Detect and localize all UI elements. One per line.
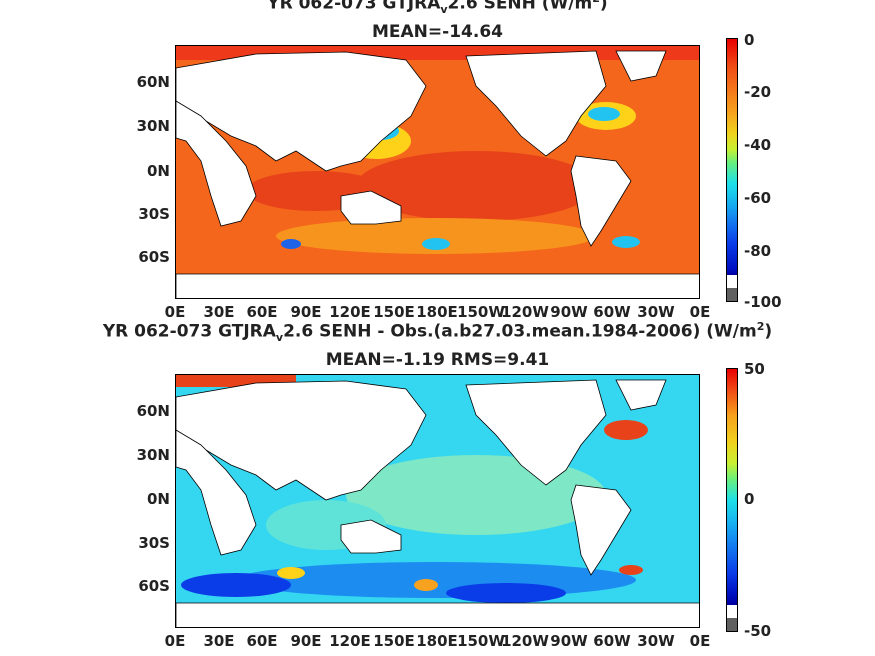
bottom-x-tick: 120E <box>329 632 371 650</box>
australia <box>340 190 402 225</box>
top-x-tick: 60E <box>246 303 278 321</box>
top-x-tick: 0E <box>689 303 711 321</box>
bottom-y-tick: 30N <box>136 446 170 464</box>
top-x-tick: 150E <box>373 303 415 321</box>
tasman-blue <box>422 238 450 250</box>
bottom-x-tick: 180E <box>416 632 458 650</box>
land-masses <box>176 379 699 627</box>
australia <box>340 519 402 554</box>
bottom-y-tick: 30S <box>138 534 170 552</box>
bottom-map-panel <box>175 374 700 628</box>
top-y-tick: 30S <box>138 205 170 223</box>
southern-band <box>276 218 596 254</box>
kerguelen-blue <box>281 239 301 249</box>
labrador-red <box>604 420 648 440</box>
top-x-tick: 120W <box>501 303 549 321</box>
africa <box>176 100 257 227</box>
top-x-tick: 120E <box>329 303 371 321</box>
top-colorbar-label: -40 <box>744 136 772 154</box>
bottom-x-tick: 60E <box>246 632 278 650</box>
bottom-x-tick: 150E <box>373 632 415 650</box>
greenland <box>615 379 667 411</box>
top-colorbar <box>726 38 738 302</box>
top-y-tick: 30N <box>136 117 170 135</box>
malvinas-red <box>619 565 643 575</box>
bottom-x-tick: 0E <box>689 632 711 650</box>
bottom-map <box>176 375 699 627</box>
bottom-x-tick: 60W <box>593 632 631 650</box>
top-x-tick: 150W <box>457 303 505 321</box>
top-x-tick: 0E <box>164 303 186 321</box>
top-y-tick: 60N <box>136 73 170 91</box>
top-map-panel <box>175 45 700 299</box>
top-colorbar-label: -60 <box>744 189 772 207</box>
bottom-colorbar <box>726 368 738 632</box>
top-title: YR 062-073 GTJRAv2.6 SENH (W/m2) <box>267 0 608 17</box>
bottom-x-tick: 150W <box>457 632 505 650</box>
antarctica <box>176 602 699 627</box>
bottom-x-tick: 120W <box>501 632 549 650</box>
africa <box>176 429 257 556</box>
north-america <box>465 379 607 486</box>
top-colorbar-label: 0 <box>744 31 755 49</box>
north-america <box>465 50 607 157</box>
bottom-x-tick: 30W <box>637 632 675 650</box>
bottom-title: YR 062-073 GTJRAv2.6 SENH - Obs.(a.b27.0… <box>102 320 773 345</box>
greenland <box>615 50 667 82</box>
south-atlantic-dark <box>181 573 291 597</box>
land-masses <box>176 50 699 298</box>
tropical-pacific-band <box>356 151 596 221</box>
top-colorbar-label: -100 <box>744 293 782 311</box>
bottom-x-tick: 90W <box>550 632 588 650</box>
bottom-y-tick: 0N <box>147 490 170 508</box>
kerguelen-yellow <box>277 567 305 579</box>
bottom-x-tick: 30E <box>203 632 235 650</box>
top-map <box>176 46 699 298</box>
top-y-tick: 0N <box>147 162 170 180</box>
antarctica <box>176 273 699 298</box>
top-colorbar-label: -80 <box>744 242 772 260</box>
bottom-x-tick: 90E <box>290 632 322 650</box>
bottom-colorbar-label: -50 <box>744 622 772 640</box>
tasman-orange <box>414 579 438 591</box>
top-x-tick: 180E <box>416 303 458 321</box>
gulfstream-blue <box>588 107 620 121</box>
top-x-tick: 60W <box>593 303 631 321</box>
top-x-tick: 90E <box>290 303 322 321</box>
top-x-tick: 90W <box>550 303 588 321</box>
bottom-y-tick: 60N <box>136 402 170 420</box>
bottom-x-tick: 0E <box>164 632 186 650</box>
south-america <box>570 155 632 247</box>
top-colorbar-label: -20 <box>744 83 772 101</box>
top-x-tick: 30W <box>637 303 675 321</box>
bottom-colorbar-label: 0 <box>744 490 755 508</box>
bottom-colorbar-label: 50 <box>744 360 765 378</box>
bottom-y-tick: 60S <box>138 577 170 595</box>
top-y-tick: 60S <box>138 248 170 266</box>
top-x-tick: 30E <box>203 303 235 321</box>
south-america <box>570 484 632 576</box>
south-pacific-dark <box>446 583 566 603</box>
argentine-blue <box>612 236 640 248</box>
bottom-subtitle: MEAN=-1.19 RMS=9.41 <box>325 350 550 370</box>
top-subtitle: MEAN=-14.64 <box>372 22 503 42</box>
